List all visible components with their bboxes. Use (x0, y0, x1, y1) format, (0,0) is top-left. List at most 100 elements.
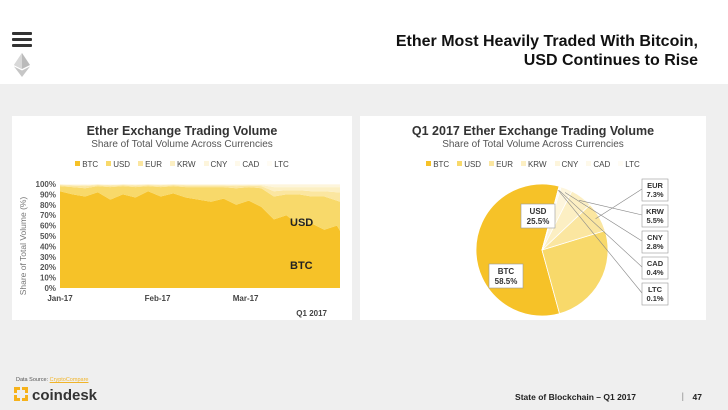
area-chart-title: Ether Exchange Trading Volume (86, 124, 278, 138)
data-source-prefix: Data Source: (16, 377, 50, 383)
area-legend-label-btc: BTC (82, 160, 99, 169)
page-title: Ether Most Heavily Traded With Bitcoin, … (396, 32, 698, 70)
pie-label-name-krw: KRW (646, 207, 665, 216)
pie-legend-swatch-cny (554, 161, 560, 167)
area-series-eur (60, 185, 340, 202)
coindesk-logo-icon (14, 387, 28, 401)
y-tick-label: 50% (40, 232, 56, 241)
pie-label-box-btc (488, 263, 524, 289)
pie-legend-label-cad: CAD (593, 160, 611, 169)
area-legend-swatch-eur (138, 161, 144, 167)
pie-slice-usd (541, 230, 609, 315)
pie-legend-item-cny: CNY (554, 160, 579, 169)
area-legend-label-eur: EUR (145, 160, 162, 169)
pie-label-box-ltc (641, 282, 669, 306)
data-source: Data Source: CryptoCompare (16, 377, 88, 383)
page-title-line1: Ether Most Heavily Traded With Bitcoin, (395, 33, 698, 50)
pie-legend-item-cad: CAD (586, 160, 610, 169)
area-legend-label-cad: CAD (242, 160, 260, 169)
pie-leader-line-eur (595, 188, 643, 220)
pie-legend-swatch-ltc (618, 161, 624, 167)
pie-label-name-usd: USD (530, 207, 547, 216)
ethereum-icon (14, 53, 30, 77)
pie-label-name-cad: CAD (647, 259, 664, 268)
pie-leader-line-cad (558, 190, 643, 268)
report-title: State of Blockchain – Q1 2017 (515, 392, 636, 402)
pie-label-value-ltc: 0.1% (646, 294, 663, 303)
pie-legend-item-btc: BTC (426, 160, 449, 169)
y-tick-label: 70% (40, 211, 56, 220)
pie-legend-swatch-krw (520, 161, 526, 167)
menu-icon[interactable] (12, 32, 32, 48)
area-series-cny (60, 184, 340, 188)
area-legend-item-cad: CAD (235, 160, 259, 169)
pie-label-box-eur (641, 178, 669, 202)
pie-leader-line-ltc (558, 189, 643, 294)
pie-label-name-eur: EUR (647, 181, 663, 190)
pie-label-value-krw: 5.5% (646, 216, 663, 225)
pie-label-value-eur: 7.3% (646, 190, 663, 199)
area-legend-swatch-usd (106, 161, 112, 167)
data-source-link[interactable]: CryptoCompare (49, 377, 89, 383)
area-legend-item-btc: BTC (75, 160, 98, 169)
pie-legend-swatch-usd (457, 161, 463, 167)
series-label-btc: BTC (290, 260, 313, 272)
pie-legend-label-btc: BTC (433, 160, 450, 169)
pie-chart-subtitle: Share of Total Volume Across Currencies (442, 139, 624, 150)
y-axis-label: Share of Total Volume (%) (18, 197, 28, 296)
pie-leader-line-krw (579, 200, 643, 216)
y-tick-label: 100% (36, 180, 56, 189)
pie-legend-label-ltc: LTC (625, 160, 640, 169)
area-legend-swatch-krw (169, 161, 175, 167)
area-legend-item-krw: KRW (169, 160, 196, 169)
y-tick-label: 10% (40, 274, 56, 283)
pie-legend-item-usd: USD (457, 160, 481, 169)
area-legend-item-cny: CNY (203, 160, 228, 169)
area-chart-legend: BTC USD EUR KRW CNY CAD LTC (12, 160, 352, 169)
y-tick-label: 0% (44, 284, 56, 293)
pie-chart-title: Q1 2017 Ether Exchange Trading Volume (411, 124, 655, 138)
area-legend-label-ltc: LTC (274, 160, 289, 169)
area-series-usd (60, 186, 340, 231)
pie-legend-item-krw: KRW (520, 160, 547, 169)
pie-legend-swatch-cad (586, 161, 592, 167)
area-chart: 0%10% 20%30% 40%50%60% 70%80% 90%100% Share o… (18, 180, 340, 318)
x-tick-label: Jan-17 (47, 294, 73, 303)
pie-chart-panel: Q1 2017 Ether Exchange Trading Volume Sh… (360, 116, 706, 320)
brand-name: coindesk (32, 387, 98, 404)
y-tick-label: 90% (40, 190, 56, 199)
area-legend-swatch-btc (75, 161, 81, 167)
x-tick-label: Mar-17 (233, 294, 259, 303)
pie-label-name-cny: CNY (647, 233, 663, 242)
area-legend-swatch-cad (235, 161, 241, 167)
pie-legend-swatch-btc (426, 161, 432, 167)
pie-legend-label-krw: KRW (527, 160, 547, 169)
pie-legend-label-cny: CNY (561, 160, 579, 169)
page-title-line2: USD Continues to Rise (523, 52, 698, 69)
header: Ether Most Heavily Traded With Bitcoin, … (0, 0, 728, 84)
area-legend-swatch-ltc (267, 161, 273, 167)
pie-label-name-btc: BTC (498, 267, 515, 276)
pie-legend-item-eur: EUR (489, 160, 513, 169)
pie-label-value-cny: 2.8% (646, 242, 663, 251)
pie-label-value-cad: 0.4% (646, 268, 663, 277)
y-tick-label: 20% (40, 263, 56, 272)
pie-leader-line-cny (564, 192, 643, 242)
page-number: 47 (692, 392, 702, 402)
area-legend-label-cny: CNY (210, 160, 228, 169)
y-tick-label: 80% (40, 201, 56, 210)
area-legend-item-ltc: LTC (267, 160, 289, 169)
pie-legend-label-usd: USD (464, 160, 482, 169)
pie-label-box-krw (641, 204, 669, 228)
series-label-usd: USD (290, 217, 313, 229)
pie-chart-legend: BTC USD EUR KRW CNY CAD LTC (360, 160, 706, 169)
area-legend-item-usd: USD (106, 160, 130, 169)
pie-legend-label-eur: EUR (496, 160, 513, 169)
period-label: Q1 2017 (296, 309, 327, 318)
pie-legend-swatch-eur (489, 161, 495, 167)
footer-separator: | (681, 391, 684, 401)
pie-label-box-cad (641, 256, 669, 280)
area-chart-subtitle: Share of Total Volume Across Currencies (91, 139, 273, 150)
x-tick-label: Feb-17 (145, 294, 171, 303)
